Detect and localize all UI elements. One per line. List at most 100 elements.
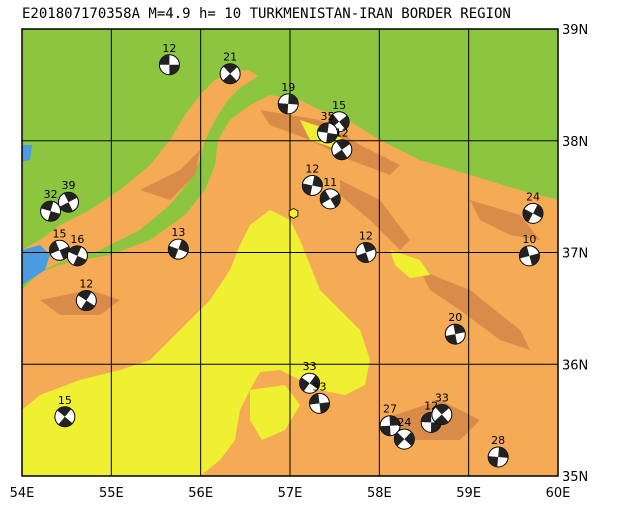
compressional-quadrant (453, 324, 466, 335)
compressional-quadrant (336, 139, 351, 150)
focal-mechanism: 32 (40, 188, 62, 222)
compressional-quadrant (49, 241, 60, 255)
compressional-quadrant (73, 255, 87, 266)
x-tick-label: 58E (367, 486, 392, 501)
event-depth-label: 19 (281, 81, 295, 94)
event-depth-label: 10 (522, 233, 536, 246)
grid (22, 29, 558, 476)
compressional-quadrant (317, 122, 329, 133)
compressional-quadrant (168, 245, 179, 259)
focal-mechanism: 13 (167, 226, 189, 260)
event-depth-label: 39 (61, 179, 75, 192)
focal-mechanism: 10 (518, 233, 540, 267)
x-tick-label: 57E (278, 486, 303, 501)
compressional-quadrant (404, 431, 415, 447)
compressional-quadrant (488, 456, 499, 467)
compressional-quadrant (434, 414, 449, 425)
compressional-quadrant (47, 211, 61, 222)
focal-mechanism: 12 (331, 127, 353, 161)
event-depth-label: 21 (223, 51, 237, 64)
compressional-quadrant (519, 246, 530, 259)
compressional-quadrant (58, 416, 73, 427)
y-tick-label: 38N (562, 135, 588, 150)
focal-mechanism: 20 (444, 311, 466, 345)
longitude-labels: 54E 55E 56E 57E 58E 59E 60E (10, 486, 571, 501)
focal-mechanism: 27 (379, 403, 401, 437)
compressional-quadrant (326, 132, 338, 143)
compressional-quadrant (288, 93, 299, 105)
compressional-quadrant (63, 192, 78, 203)
compressional-quadrant (309, 375, 320, 390)
compressional-quadrant (435, 404, 450, 415)
y-tick-label: 36N (562, 358, 588, 373)
x-tick-label: 59E (456, 486, 481, 501)
event-depth-label: 32 (44, 188, 58, 201)
event-depth-label: 12 (359, 230, 373, 243)
compressional-quadrant (333, 149, 348, 160)
compressional-quadrant (522, 208, 533, 223)
compressional-quadrant (178, 239, 189, 253)
compressional-quadrant (394, 432, 405, 447)
compressional-quadrant (532, 204, 543, 219)
compressional-quadrant (81, 300, 95, 311)
y-tick-label: 39N (562, 23, 588, 38)
focal-mechanism: 11 (319, 176, 341, 210)
event-depth-label: 13 (171, 226, 185, 239)
event-depth-label: 24 (526, 190, 540, 203)
event-depth-label: 28 (491, 434, 505, 447)
event-depth-label: 33 (303, 360, 317, 373)
compressional-quadrant (77, 290, 92, 301)
latitude-labels: 39N 38N 37N 36N 35N (562, 23, 588, 485)
compressional-quadrant (59, 202, 73, 213)
event-depth-label: 33 (312, 380, 326, 393)
focal-mechanism: 12 (75, 278, 97, 312)
compressional-quadrant (380, 425, 391, 436)
compressional-quadrant (421, 412, 432, 423)
x-tick-label: 60E (546, 486, 571, 501)
event-depth-label: 24 (397, 416, 411, 429)
focal-mechanism: 39 (57, 179, 79, 213)
event-depth-label: 12 (162, 42, 176, 55)
event-depth-label: 33 (435, 392, 449, 405)
compressional-quadrant (169, 64, 180, 75)
focal-mechanism: 15 (49, 227, 71, 261)
compressional-quadrant (339, 115, 350, 130)
focal-mechanism: 19 (277, 81, 299, 115)
epicenter-marker (288, 207, 299, 219)
compressional-quadrant (278, 103, 289, 114)
highland-west (22, 70, 258, 280)
focal-mechanism: 16 (66, 233, 88, 267)
compressional-quadrant (40, 201, 54, 212)
focal-mechanism: 12 (301, 162, 323, 196)
focal-mechanism: 24 (522, 190, 544, 224)
compressional-quadrant (320, 190, 331, 205)
focal-mechanism: 24 (393, 416, 415, 450)
compressional-quadrant (223, 63, 238, 74)
compressional-quadrant (222, 73, 237, 84)
focal-mechanism: 15 (54, 394, 76, 428)
event-depth-label: 12 (305, 162, 319, 175)
compressional-quadrant (362, 242, 376, 253)
compressional-quadrant (302, 183, 313, 196)
focal-mechanism: 33 (431, 392, 453, 426)
event-depth-label: 16 (70, 233, 84, 246)
x-tick-label: 54E (10, 486, 35, 501)
compressional-quadrant (430, 422, 442, 433)
focal-mechanism: 12 (355, 230, 377, 263)
event-depth-label: 27 (383, 403, 397, 416)
event-depth-label: 12 (79, 278, 93, 291)
compressional-quadrant (319, 402, 330, 414)
compressional-quadrant (356, 252, 370, 263)
compressional-quadrant (529, 253, 540, 266)
compressional-quadrant (498, 447, 509, 458)
compressional-quadrant (309, 393, 320, 405)
event-depth-label: 11 (323, 176, 337, 189)
compressional-quadrant (312, 175, 323, 188)
x-tick-label: 56E (188, 486, 213, 501)
y-tick-label: 35N (562, 470, 588, 485)
bay (22, 145, 32, 162)
compressional-quadrant (57, 406, 72, 417)
compressional-quadrant (330, 193, 341, 208)
event-depth-label: 15 (58, 394, 72, 407)
